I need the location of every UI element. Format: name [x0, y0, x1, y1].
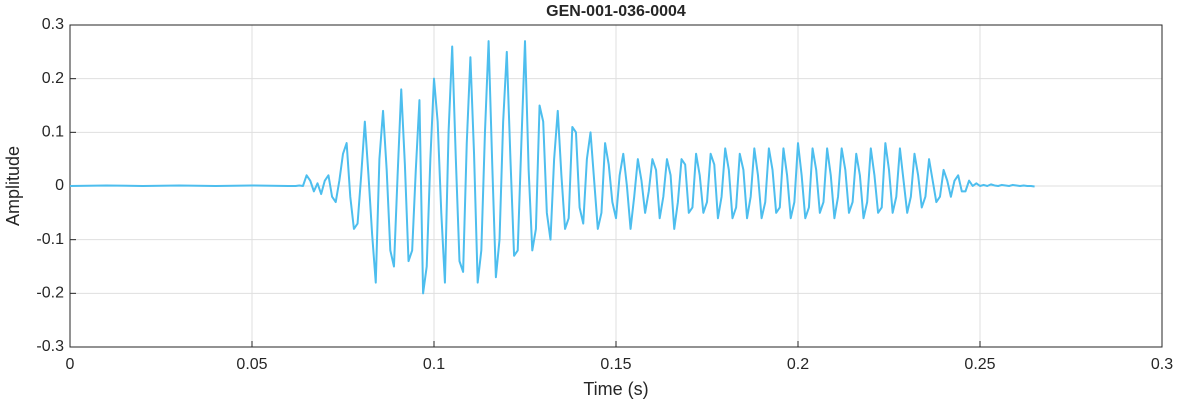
- y-tick-label: 0: [55, 177, 64, 194]
- x-tick-label: 0.15: [600, 356, 631, 373]
- chart-title: GEN-001-036-0004: [546, 3, 686, 20]
- y-tick-label: -0.2: [36, 285, 64, 302]
- y-tick-label: -0.1: [36, 231, 64, 248]
- y-tick-label: 0.3: [42, 16, 64, 33]
- x-tick-label: 0.3: [1151, 356, 1173, 373]
- waveform-line: [69, 40, 1035, 295]
- y-tick-label: 0.2: [42, 70, 64, 87]
- x-tick-label: 0.25: [964, 356, 995, 373]
- x-tick-label: 0.05: [236, 356, 267, 373]
- x-tick-label: 0: [66, 356, 75, 373]
- y-axis-label: Amplitude: [3, 146, 23, 226]
- y-tick-label: -0.3: [36, 338, 64, 355]
- x-tick-label: 0.2: [787, 356, 809, 373]
- x-axis-label: Time (s): [583, 379, 648, 399]
- x-tick-label: 0.1: [423, 356, 445, 373]
- y-tick-label: 0.1: [42, 124, 64, 141]
